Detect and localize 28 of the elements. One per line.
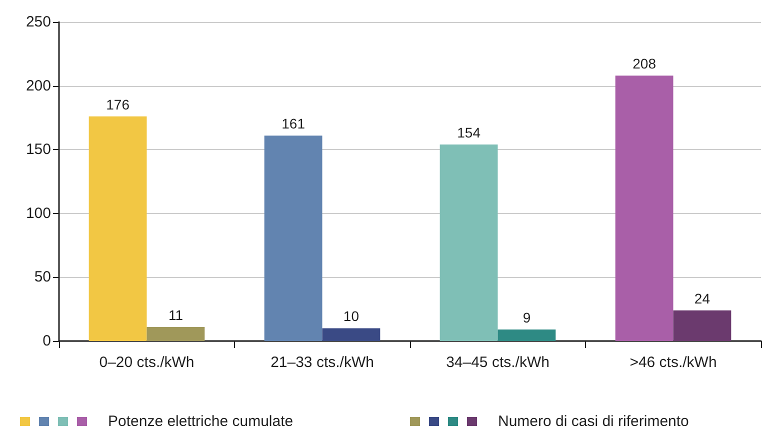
bar	[440, 144, 498, 341]
data-label: 9	[522, 310, 531, 326]
bar	[673, 310, 732, 341]
y-tick-label: 0	[42, 332, 51, 350]
bar	[322, 328, 380, 341]
data-label: 176	[106, 96, 130, 112]
bar	[498, 330, 556, 341]
x-tick-label: 0–20 cts./kWh	[99, 354, 194, 371]
bar	[88, 116, 147, 341]
x-tick-label: 34–45 cts./kWh	[446, 354, 550, 371]
bar	[264, 136, 322, 341]
data-label: 10	[343, 308, 360, 324]
data-label: 208	[632, 56, 656, 72]
legend-label: Potenze elettriche cumulate	[108, 413, 294, 430]
y-tick-label: 100	[26, 204, 51, 222]
data-label: 154	[457, 124, 481, 140]
data-label: 161	[282, 116, 306, 132]
y-tick-label: 200	[26, 77, 51, 94]
x-tick-label: 21–33 cts./kWh	[270, 354, 374, 371]
y-tick-label: 50	[34, 268, 51, 286]
legend-label: Numero di casi di riferimento	[498, 413, 689, 430]
y-tick-label: 150	[26, 141, 51, 158]
bar	[615, 76, 674, 341]
x-tick-label: >46 cts./kWh	[630, 354, 717, 371]
y-tick-label: 250	[26, 14, 51, 30]
data-label: 24	[694, 290, 710, 306]
data-label: 11	[168, 306, 184, 323]
bar	[146, 326, 205, 341]
